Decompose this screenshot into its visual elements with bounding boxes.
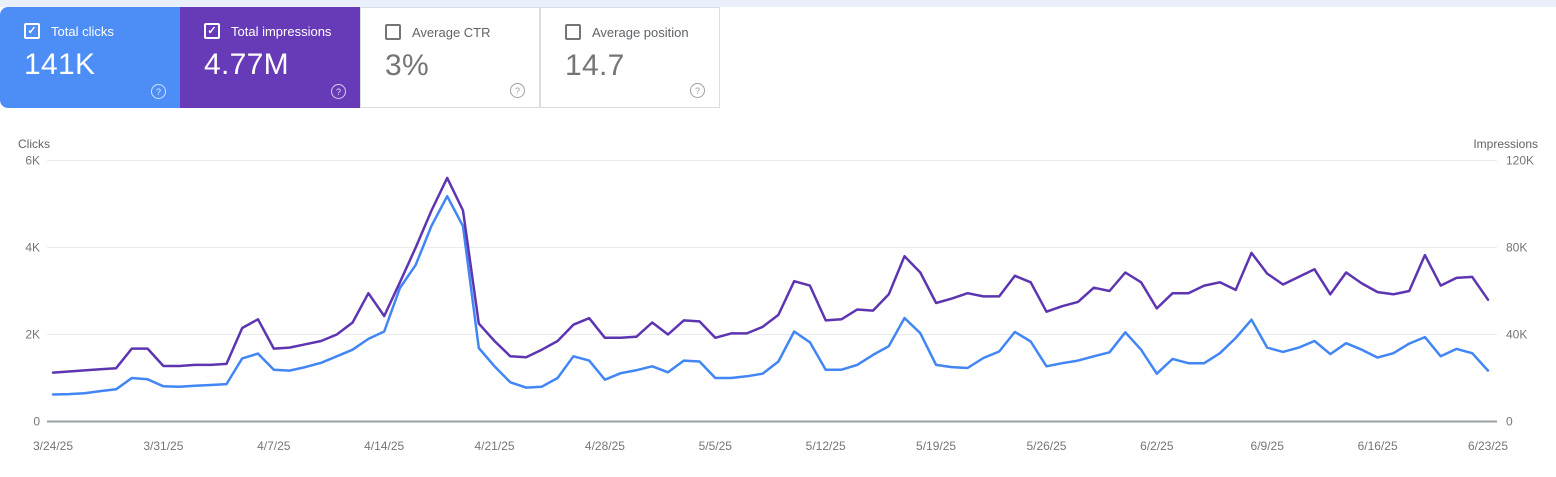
metric-card-total-impressions[interactable]: ✓ Total impressions 4.77M ? [180, 7, 360, 108]
metric-card-average-ctr[interactable]: Average CTR 3% ? [360, 7, 540, 108]
left-axis-tick: 6K [25, 154, 40, 168]
top-strip [0, 0, 1556, 7]
total-clicks-value: 141K [24, 48, 96, 81]
help-icon[interactable]: ? [151, 84, 166, 99]
left-axis-tick: 2K [25, 328, 40, 342]
total-clicks-checkbox-row: ✓ Total clicks [24, 23, 166, 39]
left-axis-title: Clicks [18, 137, 50, 151]
x-axis-tick: 5/19/25 [916, 439, 956, 453]
x-axis-tick: 4/21/25 [475, 439, 515, 453]
total-clicks-checkbox[interactable]: ✓ [24, 23, 40, 39]
average-ctr-checkbox[interactable] [385, 24, 401, 40]
help-icon[interactable]: ? [331, 84, 346, 99]
help-icon[interactable]: ? [510, 83, 525, 98]
total-impressions-value: 4.77M [204, 48, 289, 81]
total-clicks-label: Total clicks [51, 23, 114, 39]
right-axis-tick: 120K [1506, 154, 1534, 168]
x-axis-tick: 4/7/25 [257, 439, 291, 453]
x-axis-tick: 4/14/25 [364, 439, 404, 453]
average-position-checkbox-row: Average position [565, 24, 705, 40]
performance-chart[interactable]: 0 0 2K 40K 4K 80K 6K 120K Clicks Impressions 3/24/… [0, 130, 1556, 477]
average-ctr-value: 3% [385, 49, 429, 82]
right-axis-tick: 80K [1506, 241, 1527, 255]
average-ctr-checkbox-row: Average CTR [385, 24, 525, 40]
average-position-checkbox[interactable] [565, 24, 581, 40]
help-icon[interactable]: ? [690, 83, 705, 98]
total-impressions-label: Total impressions [231, 23, 332, 39]
clicks-impressions-line-chart[interactable]: 0 0 2K 40K 4K 80K 6K 120K Clicks Impressions 3/24/… [0, 130, 1556, 477]
x-axis-tick: 3/24/25 [33, 439, 73, 453]
metric-card-average-position[interactable]: Average position 14.7 ? [540, 7, 720, 108]
average-ctr-label: Average CTR [412, 24, 491, 40]
metric-card-total-clicks[interactable]: ✓ Total clicks 141K ? [0, 7, 180, 108]
left-axis-tick: 4K [25, 241, 40, 255]
x-axis-tick: 6/9/25 [1251, 439, 1285, 453]
x-axis-tick: 6/16/25 [1358, 439, 1398, 453]
x-axis-tick: 3/31/25 [143, 439, 183, 453]
clicks-line [51, 194, 1490, 396]
total-impressions-checkbox[interactable]: ✓ [204, 23, 220, 39]
average-position-label: Average position [592, 24, 689, 40]
left-axis-tick: 0 [33, 415, 40, 429]
x-axis-tick: 5/5/25 [699, 439, 733, 453]
impressions-line [51, 176, 1490, 374]
average-position-value: 14.7 [565, 49, 625, 82]
right-axis-tick: 40K [1506, 328, 1527, 342]
total-impressions-checkbox-row: ✓ Total impressions [204, 23, 346, 39]
x-axis-tick: 5/12/25 [806, 439, 846, 453]
x-axis-tick: 4/28/25 [585, 439, 625, 453]
metric-cards-row: ✓ Total clicks 141K ? ✓ Total impression… [0, 7, 720, 108]
x-axis-tick: 6/23/25 [1468, 439, 1508, 453]
right-axis-title: Impressions [1473, 137, 1538, 151]
right-axis-tick: 0 [1506, 415, 1513, 429]
x-axis-tick: 5/26/25 [1026, 439, 1066, 453]
x-axis-tick: 6/2/25 [1140, 439, 1174, 453]
